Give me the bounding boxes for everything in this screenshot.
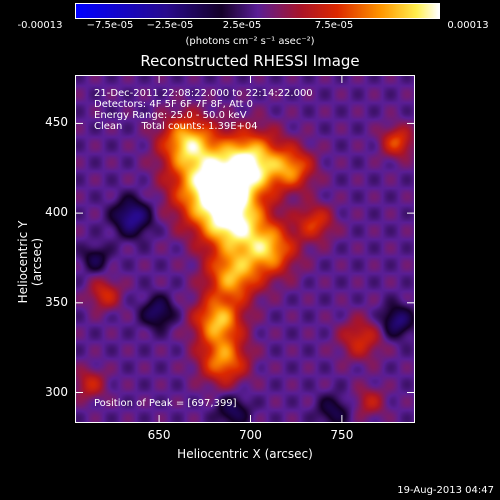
y-tick-label: 400 — [45, 205, 68, 220]
y-tick-label: 450 — [45, 115, 68, 130]
colorbar-tick-label: −2.5e-05 — [146, 20, 194, 31]
annotation-time-range: 21-Dec-2011 22:08:22.000 to 22:14:22.000 — [94, 88, 313, 99]
colorbar-tick-label: −7.5e-05 — [86, 20, 134, 31]
x-tick-label: 750 — [330, 428, 354, 442]
annotation-clean-counts: Clean Total counts: 1.39E+04 — [94, 121, 258, 132]
y-tick-label: 350 — [45, 294, 68, 309]
annotation-energy-range: Energy Range: 25.0 - 50.0 keV — [94, 110, 247, 121]
colorbar — [75, 3, 440, 19]
annotation-peak-position: Position of Peak = [697,399] — [94, 398, 237, 409]
colorbar-unit-label: (photons cm⁻² s⁻¹ asec⁻²) — [185, 36, 315, 47]
colorbar-tick-label: 7.5e-05 — [314, 20, 354, 31]
plot-frame — [75, 75, 415, 423]
colorbar-tick-label: -0.00013 — [17, 20, 63, 31]
chart-title: Reconstructed RHESSI Image — [140, 52, 360, 70]
footer-date: 19-Aug-2013 04:47 — [397, 485, 494, 496]
heatmap-plot — [75, 75, 415, 423]
heatmap-image — [75, 75, 415, 423]
x-axis-label: Heliocentric X (arcsec) — [177, 447, 313, 461]
axis-tick-marks — [75, 75, 415, 423]
y-tick-label: 300 — [45, 384, 68, 399]
annotation-detectors: Detectors: 4F 5F 6F 7F 8F, Att 0 — [94, 99, 254, 110]
colorbar-tick-label: 0.00013 — [447, 20, 489, 31]
x-tick-label: 650 — [147, 428, 171, 442]
x-tick-label: 700 — [239, 428, 262, 442]
colorbar-tick-label: 2.5e-05 — [222, 20, 262, 31]
